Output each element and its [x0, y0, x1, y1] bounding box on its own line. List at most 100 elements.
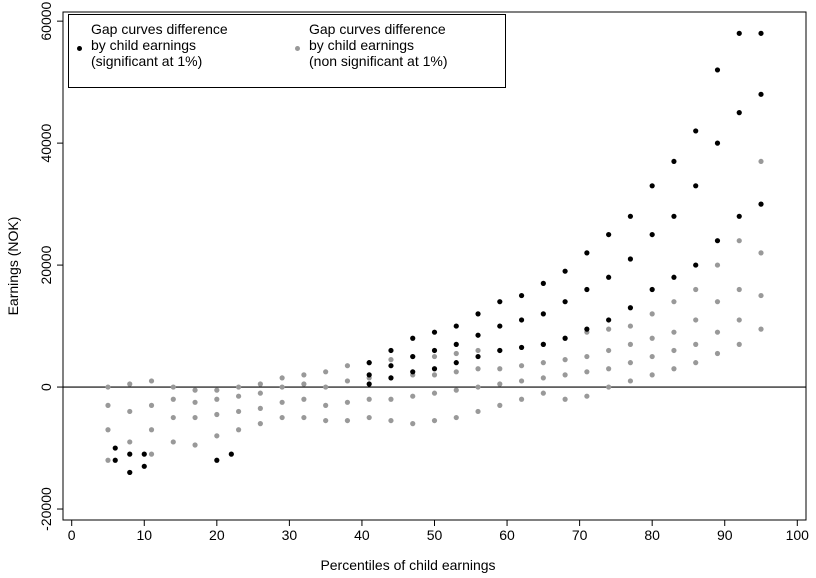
scatter-point — [758, 201, 764, 207]
scatter-point — [497, 366, 503, 372]
scatter-point — [105, 384, 111, 390]
scatter-point — [214, 387, 220, 393]
scatter-point — [214, 433, 220, 439]
scatter-point — [301, 372, 307, 378]
legend: Gap curves difference by child earnings … — [68, 14, 506, 88]
scatter-point — [671, 329, 677, 335]
scatter-point — [475, 332, 481, 338]
scatter-point — [584, 286, 590, 293]
legend-label: Gap curves difference by child earnings … — [309, 21, 448, 69]
scatter-point — [127, 439, 133, 445]
scatter-point — [257, 390, 263, 396]
scatter-point — [714, 140, 721, 146]
scatter-point — [606, 274, 612, 280]
scatter-point — [540, 280, 546, 286]
scatter-point — [127, 381, 133, 387]
scatter-point — [344, 399, 351, 405]
scatter-point — [736, 238, 742, 244]
scatter-point — [279, 414, 285, 421]
scatter-point — [170, 439, 176, 445]
scatter-point — [431, 347, 438, 354]
scatter-point — [192, 387, 198, 393]
scatter-point — [431, 417, 438, 424]
scatter-point — [671, 347, 677, 354]
scatter-point — [758, 158, 764, 165]
scatter-point — [235, 384, 242, 390]
scatter-point — [127, 408, 133, 415]
y-tick-label: 40000 — [38, 123, 54, 162]
scatter-point — [410, 335, 416, 341]
scatter-point — [649, 231, 655, 238]
x-tick-label: 80 — [644, 527, 660, 543]
scatter-point — [671, 213, 677, 219]
scatter-point — [453, 387, 459, 393]
scatter-point — [606, 347, 612, 354]
scatter-point — [649, 183, 655, 189]
scatter-point — [235, 408, 242, 415]
scatter-point — [388, 417, 394, 424]
scatter-point — [758, 91, 764, 97]
scatter-point — [649, 335, 655, 341]
scatter-point — [475, 353, 481, 360]
scatter-point — [584, 250, 590, 256]
scatter-point — [649, 286, 655, 293]
scatter-point — [649, 311, 655, 317]
scatter-point — [518, 317, 525, 323]
scatter-point — [170, 414, 176, 421]
scatter-point — [257, 405, 263, 411]
scatter-point — [584, 326, 590, 332]
legend-label: Gap curves difference by child earnings … — [91, 21, 228, 69]
scatter-point — [518, 378, 525, 384]
scatter-point — [540, 341, 546, 347]
scatter-point — [693, 286, 699, 293]
scatter-point — [235, 393, 242, 399]
scatter-point — [366, 414, 372, 421]
scatter-point — [228, 451, 234, 457]
scatter-point — [758, 30, 764, 36]
scatter-point — [431, 353, 438, 360]
y-tick-label: 60000 — [38, 1, 54, 40]
scatter-point — [410, 393, 416, 399]
scatter-point — [540, 311, 546, 317]
scatter-point — [714, 67, 721, 73]
scatter-point — [562, 335, 568, 341]
x-tick-label: 100 — [786, 527, 810, 543]
scatter-point — [606, 326, 612, 332]
scatter-point — [562, 372, 568, 378]
scatter-point — [453, 350, 459, 357]
x-tick-label: 50 — [427, 527, 443, 543]
scatter-point — [693, 360, 699, 366]
x-tick-label: 70 — [572, 527, 588, 543]
scatter-point — [518, 344, 525, 351]
scatter-point — [301, 414, 307, 421]
scatter-point — [323, 402, 329, 408]
scatter-point — [141, 451, 147, 457]
x-tick-label: 40 — [354, 527, 370, 543]
scatter-point — [112, 445, 118, 451]
scatter-point — [279, 375, 285, 381]
scatter-point — [518, 396, 525, 402]
scatter-point — [475, 311, 481, 317]
scatter-point — [323, 417, 329, 424]
scatter-point — [714, 238, 721, 244]
scatter-point — [388, 357, 394, 363]
scatter-point — [475, 347, 481, 354]
scatter-point — [671, 158, 677, 165]
scatter-point — [344, 378, 351, 384]
scatter-point — [693, 262, 699, 268]
scatter-point — [736, 341, 742, 347]
scatter-point — [649, 372, 655, 378]
scatter-point — [627, 256, 634, 262]
scatter-point — [497, 402, 503, 408]
scatter-point — [453, 369, 459, 375]
scatter-point — [693, 317, 699, 323]
scatter-point — [105, 457, 111, 463]
scatter-point — [112, 457, 118, 463]
scatter-point — [693, 128, 699, 134]
scatter-point — [714, 350, 721, 357]
scatter-point — [649, 353, 655, 360]
scatter-point — [627, 213, 634, 219]
scatter-point — [323, 384, 329, 390]
scatter-point — [148, 402, 155, 408]
